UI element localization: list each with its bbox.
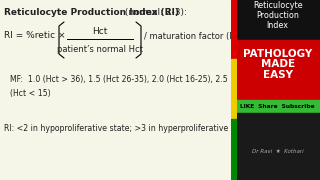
- Text: patient’s normal Hct: patient’s normal Hct: [57, 46, 143, 55]
- Bar: [231, 59, 237, 119]
- Text: Hct: Hct: [92, 26, 108, 35]
- Bar: [235, 40, 320, 100]
- Bar: [231, 119, 237, 180]
- Text: RI: <2 in hypoproliferative state; >3 in hyperproliferative state: RI: <2 in hypoproliferative state; >3 in…: [4, 124, 251, 133]
- Bar: [235, 0, 320, 40]
- Text: (normal: 2-3):: (normal: 2-3):: [122, 8, 187, 17]
- Text: PATHOLOGY
MADE
EASY: PATHOLOGY MADE EASY: [243, 49, 312, 80]
- Bar: [231, 0, 237, 59]
- Text: Reticulocyte
Production
Index: Reticulocyte Production Index: [253, 1, 302, 30]
- Text: RI = %retic ×: RI = %retic ×: [4, 31, 66, 40]
- Text: LIKE  Share  Subscribe: LIKE Share Subscribe: [240, 104, 315, 109]
- Text: / maturation factor (MF): / maturation factor (MF): [144, 31, 244, 40]
- Text: Reticulocyte Production Index (RI): Reticulocyte Production Index (RI): [4, 8, 179, 17]
- Text: Dr Ravi  ★  Kothari: Dr Ravi ★ Kothari: [252, 149, 303, 154]
- Bar: [235, 100, 320, 112]
- Text: (Hct < 15): (Hct < 15): [10, 89, 51, 98]
- Text: MF:  1.0 (Hct > 36), 1.5 (Hct 26-35), 2.0 (Hct 16-25), 2.5: MF: 1.0 (Hct > 36), 1.5 (Hct 26-35), 2.0…: [10, 75, 228, 84]
- Bar: [235, 112, 320, 180]
